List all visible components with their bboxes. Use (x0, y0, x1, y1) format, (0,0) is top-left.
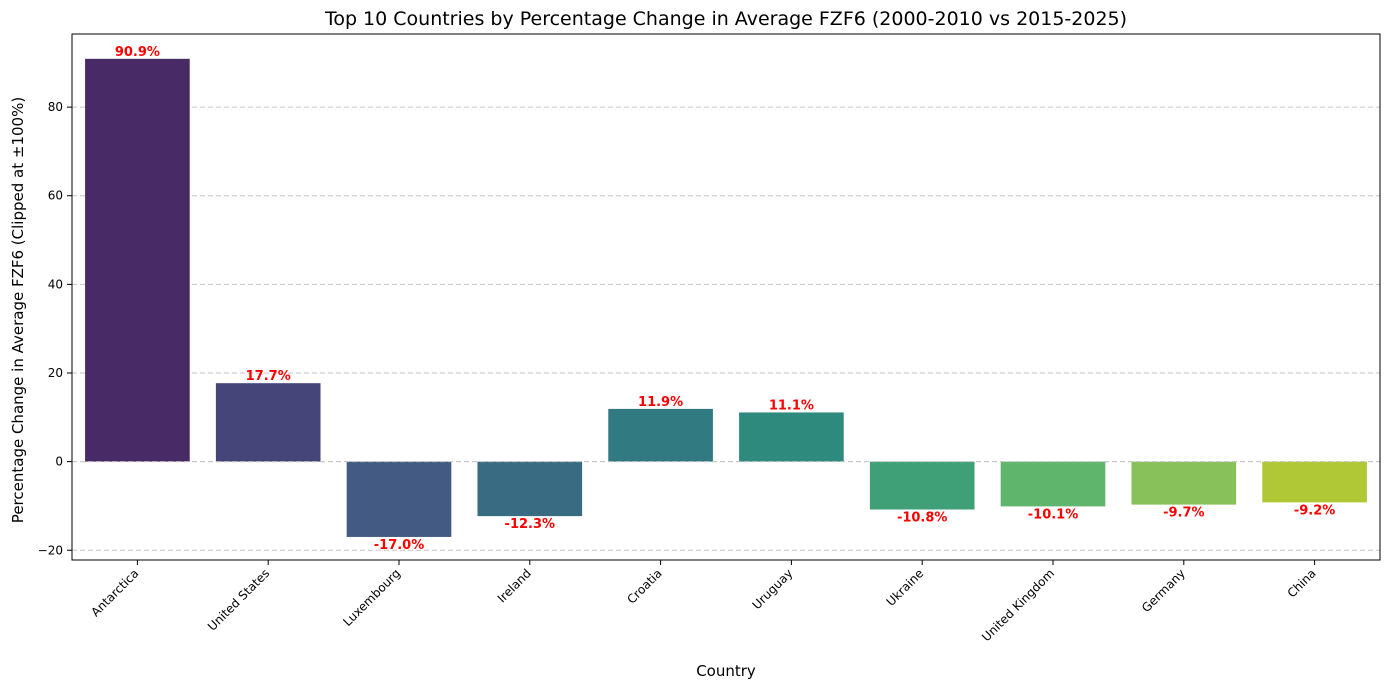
y-axis-label: Percentage Change in Average FZF6 (Clipp… (9, 97, 27, 523)
bar (1000, 461, 1106, 507)
data-label: -17.0% (374, 538, 425, 553)
data-label: -9.2% (1294, 503, 1335, 518)
x-tick-label: China (1285, 566, 1319, 600)
data-label: 17.7% (246, 369, 291, 384)
data-label: -12.3% (505, 517, 556, 532)
x-axis-label: Country (696, 662, 756, 680)
x-tick-label: Ireland (495, 566, 534, 605)
y-axis-ticks: −20 0 20 40 60 80 (38, 100, 72, 557)
data-labels: 90.9% 17.7% -17.0% -12.3% 11.9% 11.1% -10.8% -1… (115, 45, 1335, 553)
y-tick-label: −20 (38, 543, 63, 557)
x-tick-label: Antarctica (88, 566, 141, 619)
bar (215, 383, 321, 462)
x-axis-ticks: Antarctica United States Luxembourg Ireland… (88, 560, 1319, 644)
data-label: -10.8% (897, 510, 948, 525)
chart-title: Top 10 Countries by Percentage Change in… (324, 8, 1127, 30)
bars (85, 58, 1367, 537)
x-tick-label: Ukraine (884, 566, 927, 609)
data-label: 90.9% (115, 45, 160, 60)
bar (1131, 461, 1237, 505)
y-tick-label: 0 (55, 455, 63, 469)
bar (869, 461, 975, 510)
y-tick-label: 80 (48, 100, 63, 114)
x-tick-label: United Kingdom (979, 566, 1057, 644)
bar (739, 412, 844, 462)
y-tick-label: 20 (48, 366, 63, 380)
data-label: 11.1% (769, 398, 814, 413)
x-tick-label: Uruguay (750, 566, 796, 612)
bar (85, 58, 190, 462)
data-label: 11.9% (638, 395, 683, 410)
x-tick-label: Luxembourg (340, 566, 403, 629)
plot-frame (71, 33, 1381, 561)
bar (346, 461, 452, 537)
y-tick-label: 40 (48, 277, 63, 291)
x-tick-label: Croatia (624, 566, 664, 606)
bar (608, 408, 713, 462)
data-label: -9.7% (1163, 506, 1204, 521)
bar (1262, 461, 1367, 503)
bar (477, 461, 583, 517)
x-tick-label: United States (205, 566, 272, 633)
data-label: -10.1% (1028, 507, 1079, 522)
x-tick-label: Germany (1139, 566, 1188, 615)
y-tick-label: 60 (48, 189, 63, 203)
